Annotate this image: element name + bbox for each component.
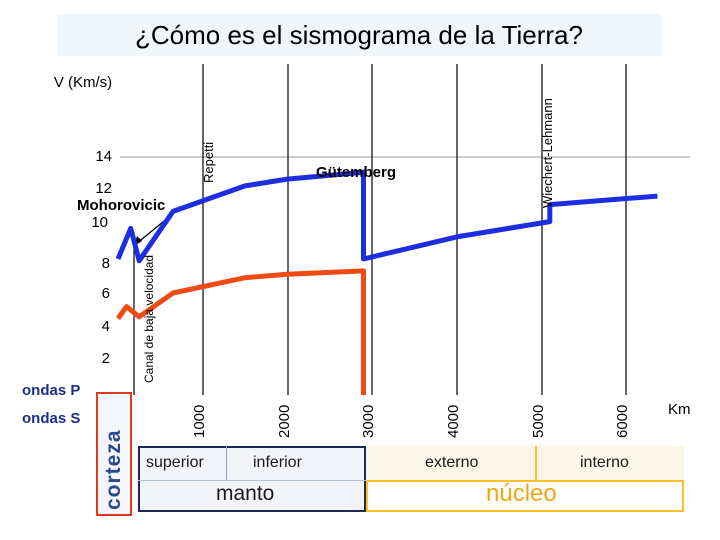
core-divider-h (366, 480, 684, 482)
s-wave-line (115, 268, 366, 395)
core-divider-v (535, 446, 537, 480)
low-velocity-label: Canal de baja velocidad (142, 254, 156, 383)
core-inner-label: interno (580, 454, 629, 471)
core-top-band (366, 446, 684, 480)
y-tick-6: 6 (101, 285, 110, 302)
legend-s-waves: ondas S (22, 410, 81, 427)
mantle-box (138, 446, 366, 512)
mohorovicic-label: Mohorovicic (77, 197, 166, 214)
core-outer-label: externo (425, 454, 479, 471)
mantle-upper-label: superior (146, 454, 204, 471)
crust-box: corteza (96, 392, 132, 516)
y-tick-12: 12 (95, 180, 112, 197)
mantle-lower-label: inferior (253, 454, 302, 471)
x-axis-label: Km (668, 401, 691, 418)
y-tick-14: 14 (95, 148, 112, 165)
mantle-divider-h (138, 480, 366, 481)
mantle-label: manto (216, 482, 275, 505)
y-tick-10: 10 (91, 214, 108, 231)
y-tick-2: 2 (101, 350, 110, 367)
legend-p-waves: ondas P (22, 382, 81, 399)
y-axis-label: V (Km/s) (53, 74, 113, 91)
repetti-label: Repetti (201, 141, 216, 183)
p-wave-line (115, 169, 658, 264)
chart-title: ¿Cómo es el sismograma de la Tierra? (135, 19, 583, 50)
gutemberg-label: Gütemberg (316, 164, 397, 181)
y-tick-8: 8 (101, 255, 110, 272)
crust-label: corteza (102, 429, 125, 510)
mantle-divider-v (226, 446, 227, 480)
core-label: núcleo (486, 480, 557, 507)
y-tick-4: 4 (101, 318, 110, 335)
title-box: ¿Cómo es el sismograma de la Tierra? (57, 14, 661, 56)
wiechert-label: Wiechert-Lehmann (540, 98, 555, 208)
